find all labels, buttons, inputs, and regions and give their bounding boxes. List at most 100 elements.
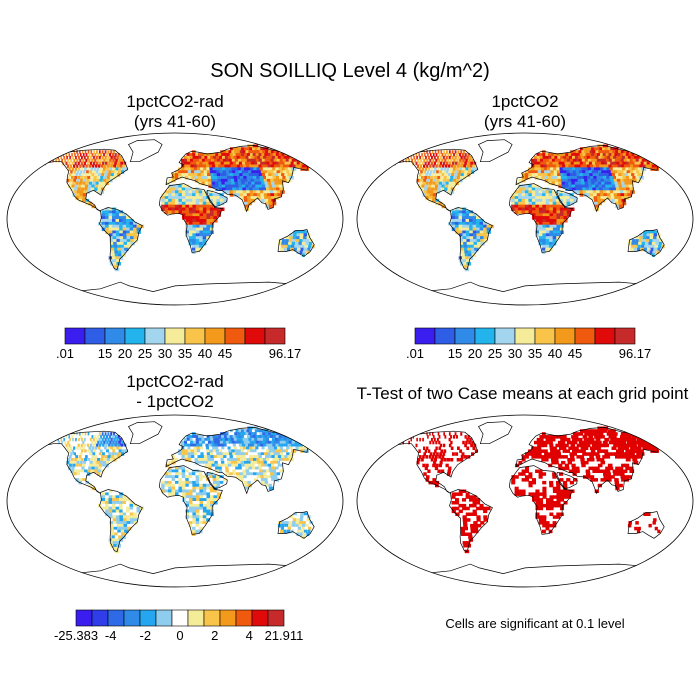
map-cell (114, 247, 119, 252)
map-cell (198, 472, 203, 476)
map-cell (472, 219, 477, 223)
map-cell (477, 244, 482, 249)
map-cell (136, 227, 141, 232)
map-cell (206, 170, 211, 174)
map-cell (625, 449, 631, 453)
map-cell (542, 239, 547, 243)
map-cell (95, 443, 99, 448)
map-cell (566, 201, 571, 206)
map-cell (133, 230, 138, 234)
map-cell (256, 193, 262, 197)
map-cell (235, 466, 240, 471)
map-cell (602, 144, 609, 148)
map-cell (214, 463, 220, 468)
map-cell (202, 486, 207, 491)
map-cell (538, 193, 543, 197)
map-cell (210, 501, 215, 505)
map-cell (440, 176, 444, 180)
map-cell (245, 184, 250, 189)
map-cell (165, 463, 169, 468)
map-cell (70, 158, 73, 163)
map-cell (181, 478, 186, 482)
map-cell (571, 446, 576, 450)
map-cell (621, 198, 626, 203)
map-cell (596, 158, 602, 163)
map-cell (122, 233, 128, 237)
map-cell (199, 506, 204, 511)
map-cell (87, 150, 90, 154)
map-cell (115, 210, 120, 214)
map-cell (611, 153, 617, 157)
map-cell (528, 201, 533, 206)
map-cell (260, 155, 266, 160)
map-cell (267, 170, 272, 174)
map-cell (559, 153, 564, 157)
map-cell (435, 446, 438, 450)
map-cell (235, 184, 240, 189)
map-cell (283, 529, 287, 534)
map-cell (264, 198, 269, 203)
map-cell (417, 158, 420, 163)
map-cell (92, 452, 96, 456)
map-cell (617, 193, 622, 197)
map-cell (600, 196, 605, 200)
map-cell (457, 164, 460, 168)
map-cell (81, 480, 86, 485)
map-cell (126, 512, 131, 516)
map-cell (419, 437, 421, 442)
map-cell (188, 478, 193, 482)
map-cell (245, 161, 250, 166)
map-cell (209, 480, 214, 485)
map-cell (192, 190, 197, 194)
map-cell (582, 173, 588, 177)
map-cell (221, 466, 227, 471)
map-cell (235, 170, 240, 174)
map-cell (195, 518, 200, 522)
map-cell (452, 170, 455, 174)
map-cell (129, 224, 134, 229)
map-cell (645, 239, 650, 243)
map-cell (91, 446, 95, 450)
map-cell (645, 437, 652, 442)
map-cell (572, 452, 577, 456)
map-cell (238, 443, 244, 448)
map-cell (410, 155, 412, 160)
map-cell (589, 190, 594, 194)
map-cell (203, 501, 208, 505)
map-cell (229, 153, 235, 157)
map-cell (469, 227, 474, 232)
map-cell (626, 187, 631, 191)
map-cell (78, 184, 82, 189)
map-cell (285, 521, 289, 525)
map-cell (178, 204, 183, 209)
map-cell (433, 155, 436, 160)
map-cell (64, 440, 67, 445)
map-cell (277, 523, 282, 528)
map-cell (231, 181, 236, 186)
map-cell (112, 210, 117, 214)
map-cell (542, 224, 547, 229)
map-cell (588, 429, 594, 433)
map-cell (283, 437, 290, 442)
map-cell (257, 463, 263, 468)
map-cell (110, 446, 113, 450)
map-cell (589, 437, 595, 442)
map-cell (190, 158, 194, 163)
map-cell (468, 535, 473, 539)
map-cell (288, 158, 295, 163)
map-cell (455, 210, 460, 214)
map-cell (571, 184, 577, 189)
map-cell (123, 443, 127, 448)
map-cell (621, 184, 627, 189)
map-cell (213, 213, 218, 217)
map-cell (463, 150, 466, 154)
map-cell (188, 521, 193, 525)
map-cell (87, 458, 91, 462)
map-cell (267, 452, 272, 456)
map-cell (656, 158, 663, 163)
map-cell (518, 460, 523, 465)
map-cell (269, 458, 275, 462)
map-cell (94, 440, 97, 445)
map-cell (543, 449, 548, 453)
map-cell (281, 173, 287, 177)
